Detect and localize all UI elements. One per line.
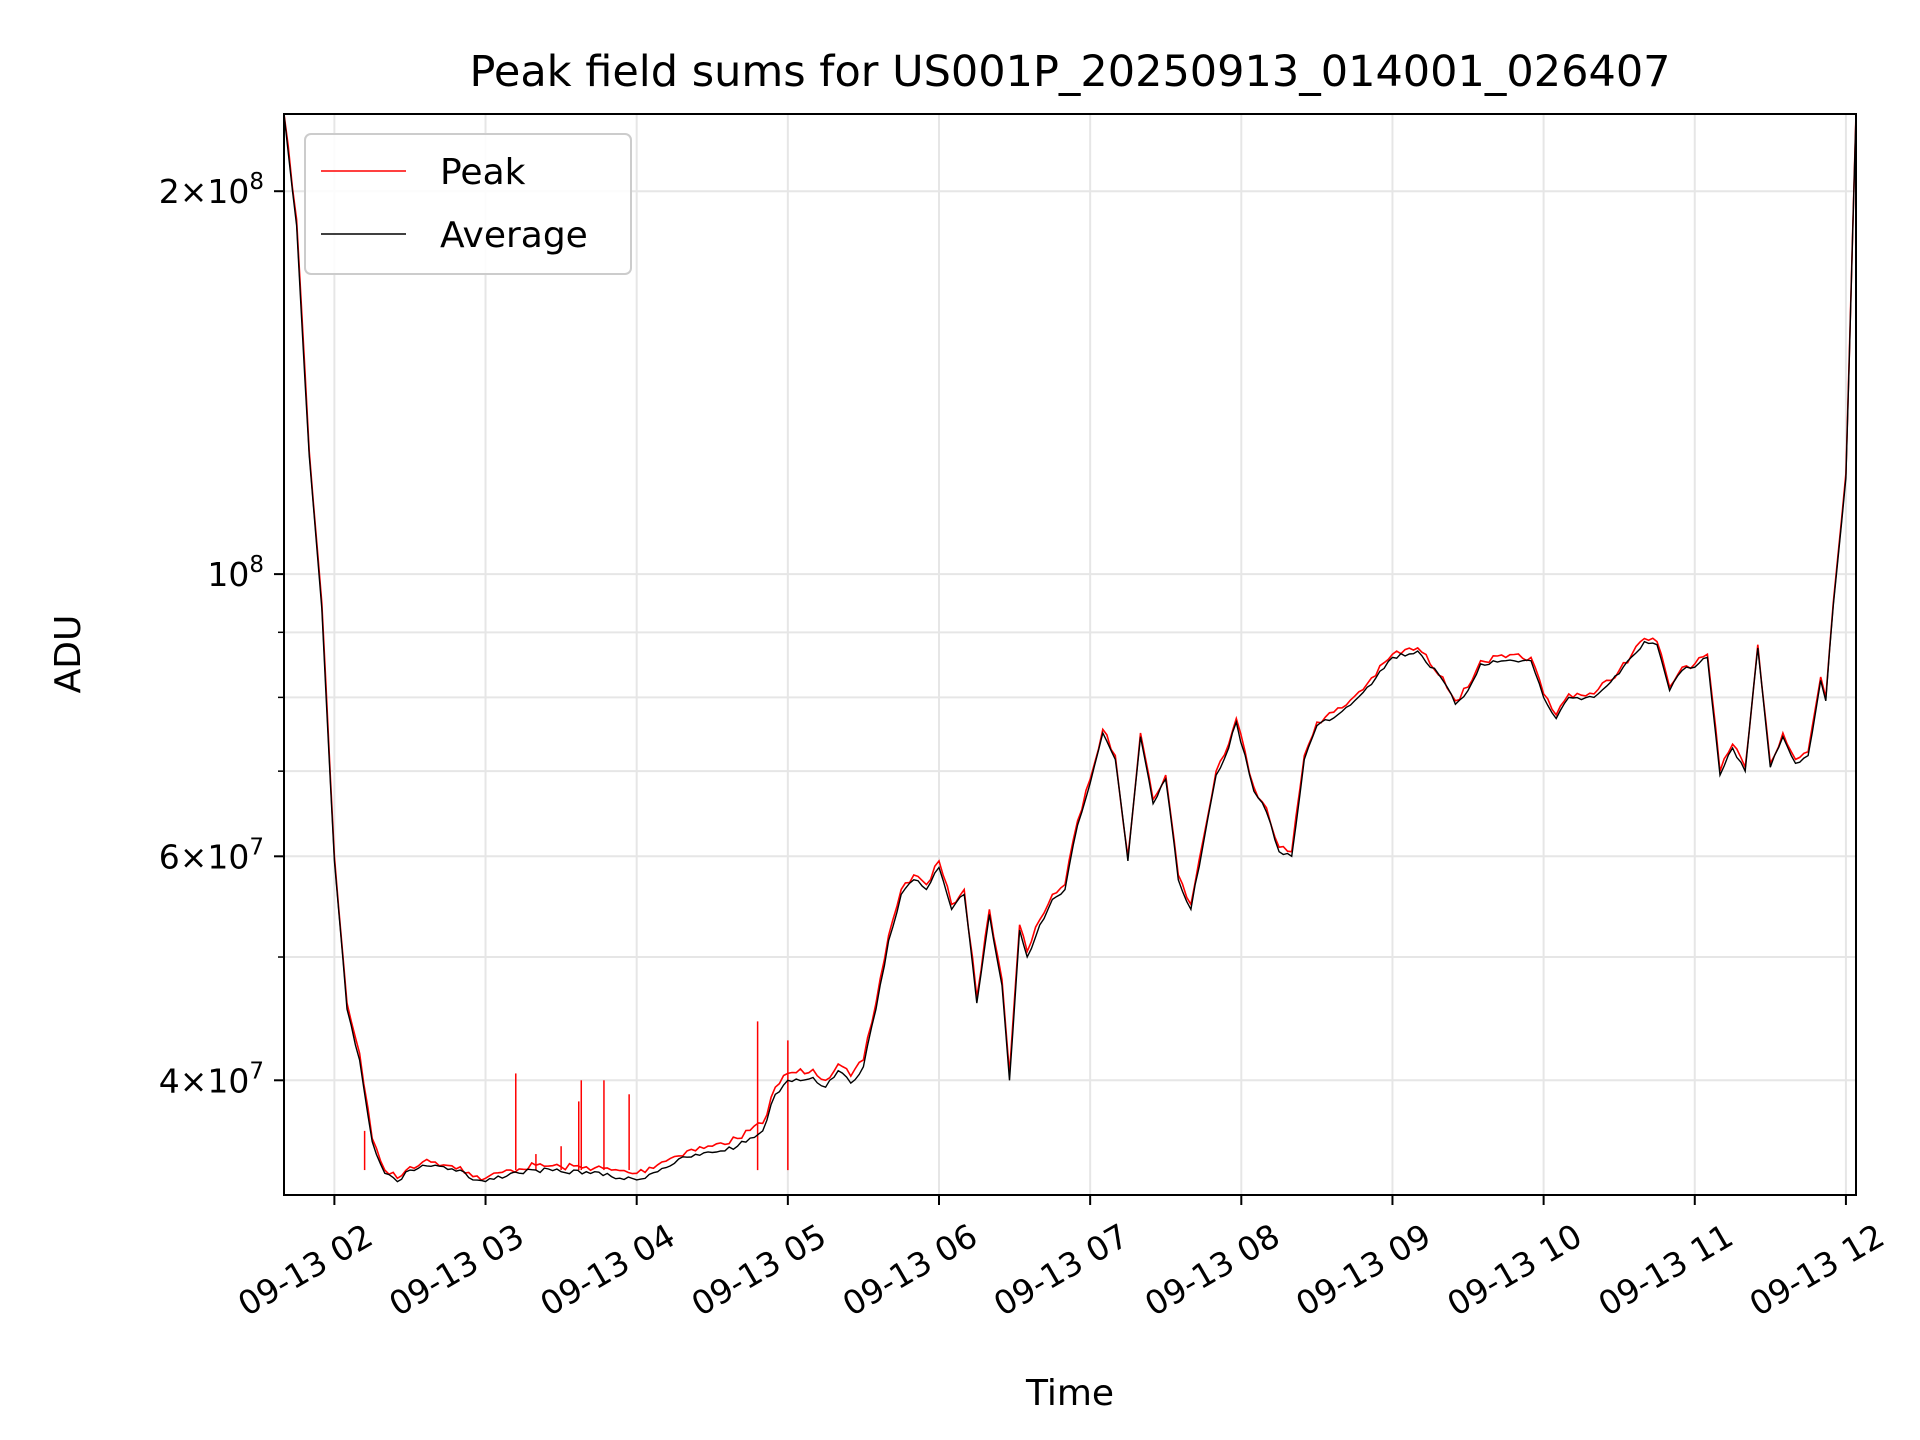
peak-spikes xyxy=(363,1021,789,1171)
y-tick-label: 108 xyxy=(207,552,264,594)
y-tick-label-exponent: 8 xyxy=(249,169,264,195)
y-tick-label-exponent: 7 xyxy=(249,1058,264,1084)
legend-box xyxy=(304,133,632,275)
y-tick-label-base: 6×10 xyxy=(159,837,250,876)
legend: Peak Average xyxy=(304,133,632,275)
series-line-average xyxy=(284,114,1856,1183)
y-tick-label-exponent: 8 xyxy=(249,552,264,578)
y-tick-label: 4×107 xyxy=(159,1058,264,1100)
grid-lines xyxy=(284,114,1856,1195)
y-tick-label: 2×108 xyxy=(159,169,264,211)
y-axis-label: ADU xyxy=(48,615,89,694)
series-line-peak xyxy=(284,114,1856,1182)
y-tick-label-base: 2×10 xyxy=(159,172,250,211)
y-tick-label-base: 10 xyxy=(207,555,249,594)
series-layer xyxy=(284,114,1856,1183)
y-tick-label-base: 4×10 xyxy=(159,1061,250,1100)
legend-label-peak: Peak xyxy=(440,152,526,193)
legend-label-average: Average xyxy=(440,215,588,256)
plot-frame xyxy=(283,113,1857,1196)
y-tick-label: 6×107 xyxy=(159,834,264,876)
y-tick-label-exponent: 7 xyxy=(249,834,264,860)
x-axis-label: Time xyxy=(1025,1373,1114,1414)
chart-title: Peak field sums for US001P_20250913_0140… xyxy=(469,47,1670,97)
